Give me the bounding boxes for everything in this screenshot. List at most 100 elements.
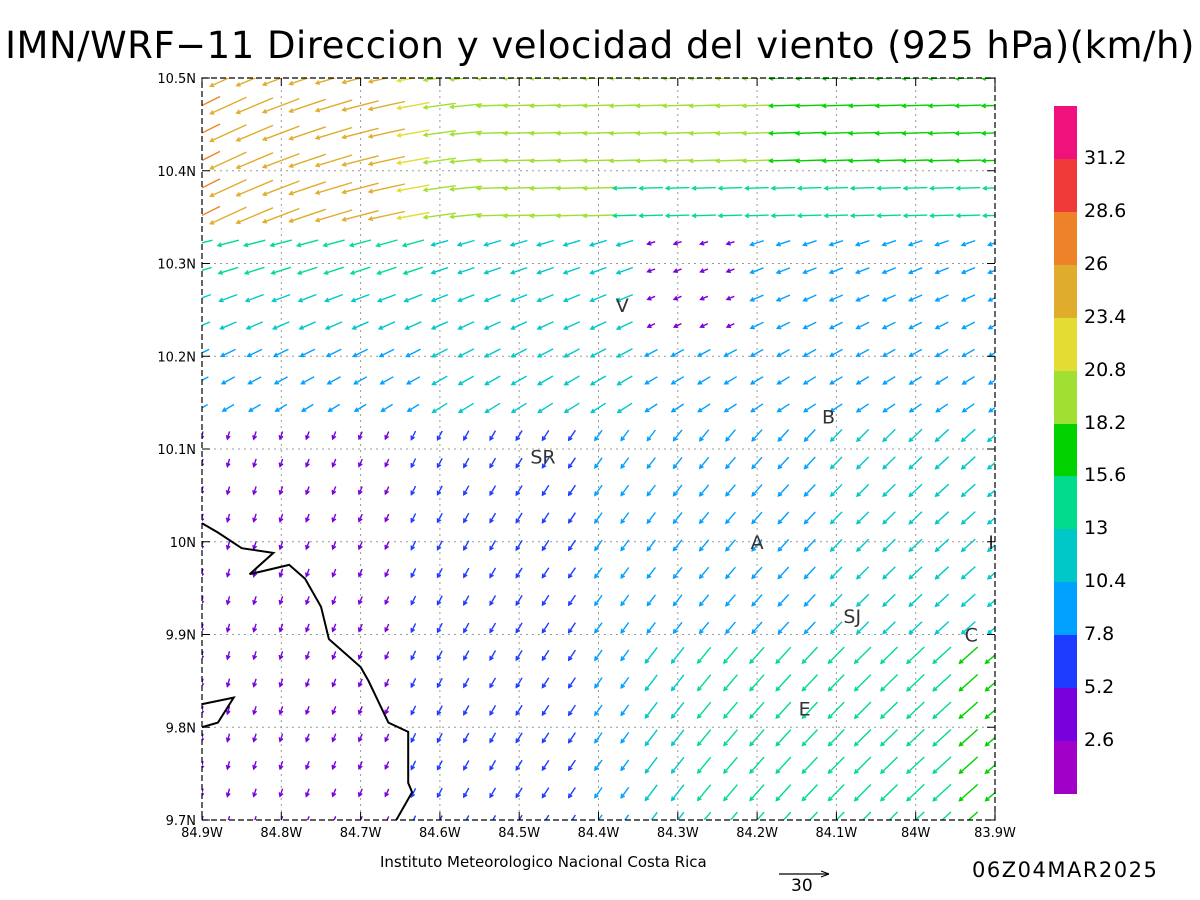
wind-vector <box>436 622 443 634</box>
colorbar-segment <box>1054 635 1077 689</box>
wind-vector <box>827 729 845 747</box>
wind-vector <box>986 626 995 635</box>
wind-vector <box>209 206 247 225</box>
wind-vector <box>988 406 995 413</box>
wind-vector <box>252 706 258 716</box>
wind-vector <box>901 103 929 109</box>
wind-vector <box>849 213 875 219</box>
wind-vector <box>475 103 509 109</box>
wind-vector <box>882 538 896 553</box>
wind-vector <box>981 213 995 219</box>
wind-vector <box>670 674 685 692</box>
colorbar-segment <box>1054 317 1077 371</box>
wind-vector <box>961 321 976 330</box>
wind-vector <box>528 158 562 164</box>
wind-vector <box>401 239 425 248</box>
wind-vector <box>357 816 363 820</box>
wind-vector <box>235 152 274 170</box>
wind-vector <box>357 651 363 661</box>
wind-vector <box>278 651 284 661</box>
wind-vector <box>244 293 264 303</box>
wind-vector <box>384 568 390 578</box>
wind-vector <box>357 431 363 441</box>
wind-vector <box>225 706 231 716</box>
wind-vector <box>252 513 258 523</box>
wind-vector <box>882 456 896 470</box>
wind-vector <box>616 348 633 358</box>
wind-vector <box>646 457 656 470</box>
wind-vector <box>225 568 231 578</box>
wind-vector <box>261 125 300 142</box>
wind-vector <box>235 97 274 115</box>
wind-vector <box>278 678 284 688</box>
wind-vector <box>934 621 950 635</box>
wind-vector <box>823 185 849 191</box>
wind-vector <box>225 486 231 496</box>
wind-vector <box>750 403 764 413</box>
wind-vector <box>396 78 418 83</box>
wind-vector <box>723 646 738 665</box>
wind-vector <box>380 403 393 412</box>
wind-vector <box>929 185 954 191</box>
wind-vector <box>219 321 237 330</box>
wind-vector <box>410 430 417 441</box>
wind-vector <box>723 674 738 692</box>
wind-vector <box>620 567 630 579</box>
wind-vector <box>367 183 406 194</box>
wind-vector <box>986 461 995 470</box>
wind-vector <box>410 595 417 606</box>
wind-vector <box>698 621 710 635</box>
station-label: E <box>799 699 811 721</box>
wind-vector <box>934 456 950 470</box>
wind-vector <box>777 621 790 635</box>
wind-vector <box>331 651 337 661</box>
wind-vector <box>958 783 979 802</box>
wind-vector <box>410 513 417 524</box>
wind-vector <box>723 403 737 413</box>
wind-vector <box>220 376 236 385</box>
wind-vector <box>984 681 995 692</box>
wind-vector <box>436 677 443 689</box>
station-label: C <box>965 625 978 647</box>
wind-vector <box>749 348 764 357</box>
wind-vector <box>463 540 470 551</box>
wind-vector <box>261 152 300 169</box>
wind-vector <box>384 623 390 633</box>
wind-vector <box>696 646 712 665</box>
wind-vector <box>620 731 630 744</box>
x-tick-label: 84.6W <box>419 826 461 841</box>
wind-vector <box>357 733 363 743</box>
wind-vector <box>288 126 327 141</box>
wind-vector <box>322 239 345 248</box>
wind-vector <box>375 239 398 248</box>
wind-vector <box>829 621 843 635</box>
wind-vector <box>457 402 474 414</box>
wind-vector <box>594 677 603 689</box>
wind-vectors <box>202 78 995 820</box>
wind-vector <box>853 674 872 692</box>
wind-vector <box>341 155 379 167</box>
wind-vector <box>541 457 550 469</box>
wind-vector <box>581 185 614 191</box>
wind-vector <box>927 158 956 164</box>
x-tick-label: 84.3W <box>657 826 699 841</box>
wind-vector <box>430 266 449 275</box>
wind-vector <box>331 678 337 688</box>
wind-vector <box>202 568 205 577</box>
colorbar <box>1054 106 1077 794</box>
wind-vector <box>541 430 550 442</box>
wind-vector <box>670 701 685 720</box>
wind-vector <box>209 151 247 170</box>
wind-vector <box>252 486 258 496</box>
wind-vector <box>954 130 982 136</box>
wind-vector <box>252 596 258 606</box>
wind-vector <box>567 457 576 469</box>
wind-vector <box>802 321 817 330</box>
wind-vector <box>794 158 824 164</box>
wind-vector <box>620 539 630 552</box>
wind-vector <box>829 483 843 498</box>
wind-vector <box>801 729 819 747</box>
wind-vector <box>463 732 470 744</box>
wind-vector <box>597 814 603 820</box>
wind-vector <box>954 158 982 164</box>
